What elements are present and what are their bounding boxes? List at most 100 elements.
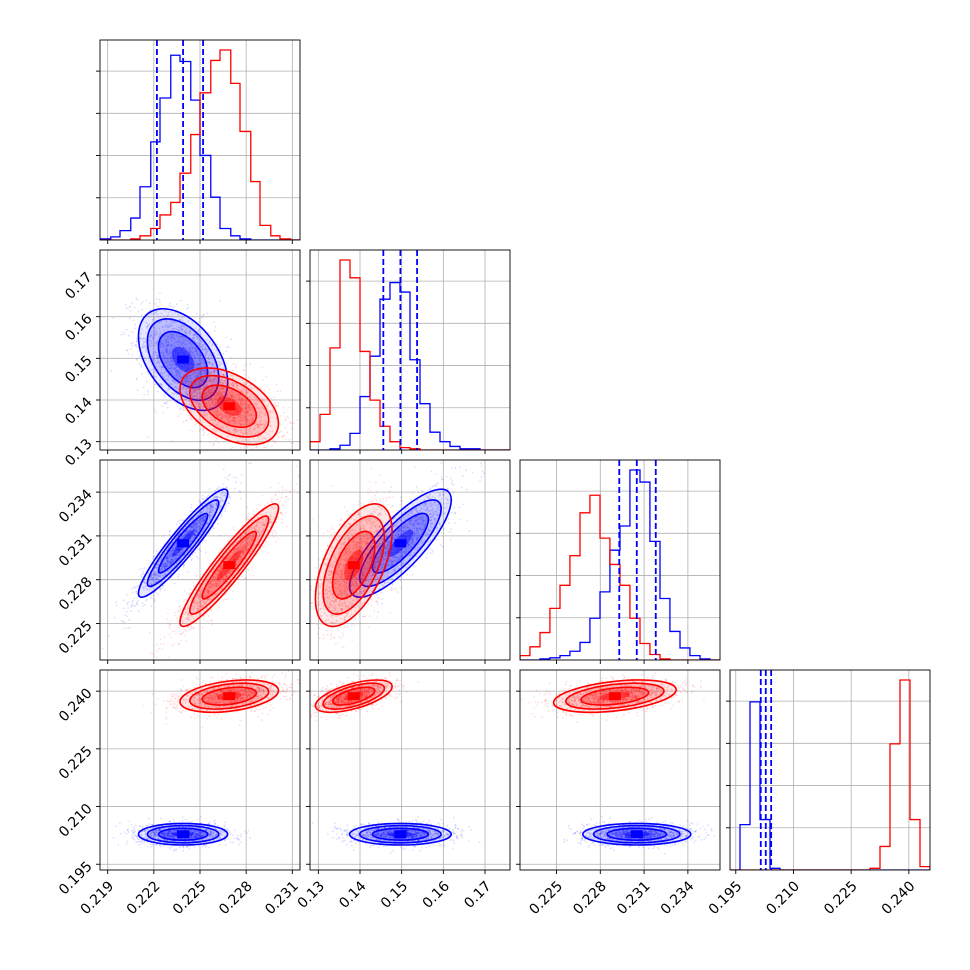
scatter-point (197, 392, 200, 394)
scatter-point (194, 390, 197, 393)
scatter-point (190, 503, 193, 506)
scatter-point (260, 419, 262, 422)
scatter-point (180, 368, 183, 370)
scatter-point (172, 356, 175, 359)
scatter-point (207, 494, 210, 497)
scatter-point (196, 364, 199, 367)
scatter-point (212, 410, 215, 413)
scatter-point (228, 391, 230, 394)
scatter-point (208, 358, 211, 360)
scatter-point (242, 404, 245, 406)
scatter-point (186, 571, 189, 573)
scatter-point (156, 580, 159, 582)
scatter-point (186, 327, 189, 330)
scatter-point (190, 536, 192, 539)
scatter-point (217, 378, 220, 381)
scatter-point (248, 441, 251, 444)
scatter-point (187, 380, 190, 383)
scatter-point (290, 442, 293, 444)
scatter-point (140, 332, 142, 335)
scatter-point (266, 385, 269, 388)
scatter-point (195, 350, 198, 353)
scatter-point (205, 338, 208, 341)
scatter-point (165, 359, 167, 362)
scatter-point (197, 403, 200, 406)
scatter-point (235, 413, 238, 416)
scatter-point (272, 536, 275, 538)
scatter-point (190, 366, 193, 368)
scatter-point (185, 375, 188, 378)
scatter-point (201, 378, 204, 381)
scatter-point (282, 434, 285, 437)
scatter-point (186, 396, 189, 399)
scatter-point (221, 382, 224, 385)
scatter-point (180, 365, 183, 368)
scatter-point (191, 405, 194, 408)
scatter-point (225, 395, 228, 398)
scatter-point (168, 533, 171, 536)
scatter-point (211, 406, 213, 409)
scatter-point (224, 510, 227, 513)
scatter-point (223, 412, 226, 414)
scatter-point (236, 394, 238, 396)
scatter-point (193, 533, 196, 536)
scatter-point (169, 356, 171, 359)
scatter-point (190, 394, 193, 396)
scatter-point (182, 387, 185, 389)
scatter-point (184, 343, 187, 346)
scatter-point (191, 540, 193, 542)
scatter-point (159, 558, 162, 561)
scatter-point (189, 377, 192, 380)
scatter-point (167, 314, 170, 317)
scatter-point (202, 314, 205, 316)
scatter-point (265, 375, 268, 378)
scatter-point (194, 533, 196, 536)
scatter-point (222, 396, 224, 399)
scatter-point (282, 436, 284, 438)
scatter-point (221, 410, 224, 413)
scatter-point (224, 392, 227, 395)
scatter-point (208, 369, 211, 372)
scatter-point (218, 397, 221, 399)
scatter-point (188, 537, 191, 539)
scatter-point (195, 312, 198, 315)
scatter-point (208, 362, 211, 365)
scatter-point (189, 351, 192, 354)
scatter-point (211, 406, 214, 408)
scatter-point (233, 421, 236, 424)
scatter-point (178, 373, 181, 376)
scatter-point (240, 403, 242, 405)
scatter-point (166, 357, 169, 360)
scatter-point (230, 390, 233, 393)
scatter-point (135, 344, 138, 346)
scatter-point (208, 506, 211, 509)
scatter-point (184, 533, 187, 536)
scatter-point (239, 394, 242, 396)
scatter-point (195, 397, 198, 400)
scatter-point (202, 515, 204, 518)
scatter-point (169, 371, 172, 373)
scatter-point (277, 436, 280, 439)
scatter-point (154, 581, 157, 584)
scatter-point (170, 366, 173, 369)
scatter-point (204, 354, 207, 356)
scatter-point (198, 548, 201, 551)
scatter-point (214, 389, 217, 391)
scatter-point (244, 403, 246, 406)
scatter-point (165, 343, 168, 345)
scatter-point (208, 518, 211, 521)
scatter-point (134, 605, 136, 607)
scatter-point (177, 340, 180, 343)
scatter-point (227, 397, 230, 399)
scatter-point (174, 349, 177, 351)
scatter-point (188, 382, 190, 385)
scatter-point (240, 401, 243, 404)
scatter-point (217, 394, 220, 397)
scatter-point (214, 402, 217, 404)
scatter-point (241, 400, 243, 403)
scatter-point (202, 521, 205, 524)
scatter-point (142, 570, 145, 573)
scatter-point (219, 398, 222, 400)
scatter-point (248, 413, 251, 416)
scatter-point (156, 310, 159, 312)
